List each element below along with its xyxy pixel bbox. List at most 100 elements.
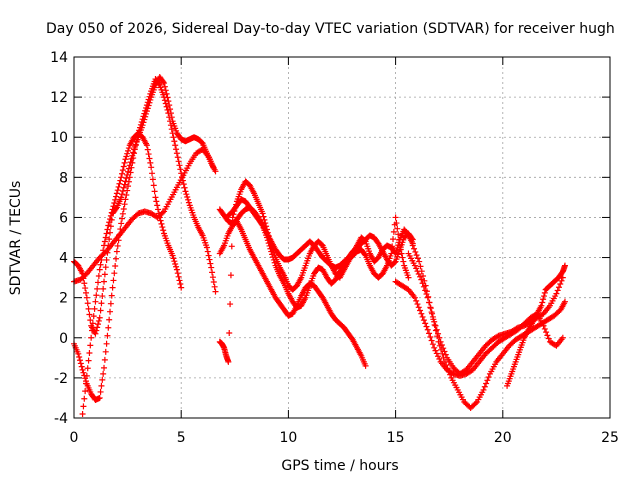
data-point-marker	[173, 266, 180, 273]
data-point-marker	[113, 190, 120, 197]
x-tick-label: 15	[387, 430, 405, 446]
data-point-marker	[79, 410, 86, 417]
data-point-marker	[164, 94, 171, 101]
data-point-marker	[154, 202, 161, 209]
data-point-marker	[259, 210, 266, 217]
data-point-marker	[545, 335, 552, 342]
data-point-marker	[177, 166, 184, 173]
data-point-marker	[163, 90, 170, 97]
data-point-marker	[553, 290, 560, 297]
data-point-marker	[174, 154, 181, 161]
data-point-marker	[83, 289, 90, 296]
data-point-marker	[120, 184, 127, 191]
data-point-marker	[185, 199, 192, 206]
data-point-marker	[210, 279, 217, 286]
data-point-marker	[155, 206, 162, 213]
data-point-marker	[122, 156, 129, 163]
data-point-marker	[143, 110, 150, 117]
data-point-marker	[106, 236, 113, 243]
data-point-marker	[414, 301, 421, 308]
data-point-marker	[84, 300, 91, 307]
data-point-marker	[209, 269, 216, 276]
y-tick-label: 4	[59, 251, 68, 267]
data-point-marker	[168, 114, 175, 121]
data-point-marker	[125, 183, 132, 190]
data-point-marker	[102, 348, 109, 355]
data-point-marker	[103, 256, 110, 263]
data-point-marker	[212, 288, 219, 295]
data-point-marker	[101, 271, 108, 278]
data-point-marker	[96, 314, 103, 321]
data-point-marker	[541, 289, 548, 296]
data-point-marker	[204, 248, 211, 255]
data-point-marker	[543, 329, 550, 336]
data-point-marker	[427, 333, 434, 340]
data-point-marker	[561, 262, 568, 269]
data-point-marker	[559, 334, 566, 341]
data-point-marker	[139, 122, 146, 129]
data-point-marker	[208, 264, 215, 271]
y-tick-label: 2	[59, 291, 68, 307]
data-point-marker	[82, 388, 89, 395]
data-point-marker	[162, 87, 169, 94]
data-point-marker	[128, 155, 135, 162]
data-point-marker	[436, 342, 443, 349]
data-point-marker	[75, 350, 82, 357]
data-point-marker	[554, 287, 561, 294]
data-point-marker	[414, 255, 421, 262]
data-point-marker	[104, 226, 111, 233]
data-point-marker	[124, 171, 131, 178]
data-point-marker	[91, 305, 98, 312]
x-axis-label: GPS time / hours	[281, 458, 398, 474]
data-point-marker	[97, 307, 104, 314]
data-point-marker	[115, 237, 122, 244]
data-point-marker	[211, 283, 218, 290]
data-point-marker	[143, 108, 150, 115]
data-point-marker	[108, 292, 115, 299]
data-point-marker	[485, 374, 492, 381]
data-point-marker	[86, 350, 93, 357]
series-day-7	[216, 218, 369, 369]
data-point-marker	[427, 305, 434, 312]
data-point-marker	[173, 146, 180, 153]
data-point-marker	[430, 316, 437, 323]
data-point-marker	[399, 254, 406, 261]
data-point-marker	[413, 297, 420, 304]
data-point-marker	[420, 273, 427, 280]
data-point-marker	[147, 159, 154, 166]
data-point-marker	[157, 217, 164, 224]
data-point-marker	[81, 372, 88, 379]
y-tick-label: 6	[59, 210, 68, 226]
x-tick-label: 10	[279, 430, 297, 446]
data-point-marker	[108, 216, 115, 223]
data-point-marker	[540, 293, 547, 300]
data-point-marker	[260, 213, 267, 220]
data-point-marker	[444, 365, 451, 372]
data-point-marker	[432, 327, 439, 334]
data-point-marker	[84, 365, 91, 372]
data-point-marker	[540, 296, 547, 303]
data-point-marker	[155, 210, 162, 217]
data-point-marker	[92, 330, 99, 337]
data-point-marker	[118, 194, 125, 201]
data-point-marker	[483, 380, 490, 387]
data-point-marker	[182, 188, 189, 195]
data-point-marker	[151, 188, 158, 195]
data-point-marker	[105, 324, 112, 331]
data-point-marker	[174, 270, 181, 277]
y-tick-label: -2	[54, 371, 68, 387]
data-point-marker	[79, 366, 86, 373]
data-point-marker	[412, 248, 419, 255]
data-point-marker	[362, 362, 369, 369]
data-point-marker	[96, 394, 103, 401]
data-point-marker	[147, 96, 154, 103]
data-point-marker	[178, 170, 185, 177]
data-point-marker	[415, 304, 422, 311]
data-point-marker	[168, 126, 175, 133]
data-point-marker	[99, 376, 106, 383]
y-axis-label: SDTVAR / TECUs	[8, 181, 24, 296]
data-point-marker	[229, 214, 236, 221]
data-point-marker	[555, 284, 562, 291]
data-point-marker	[143, 142, 150, 149]
